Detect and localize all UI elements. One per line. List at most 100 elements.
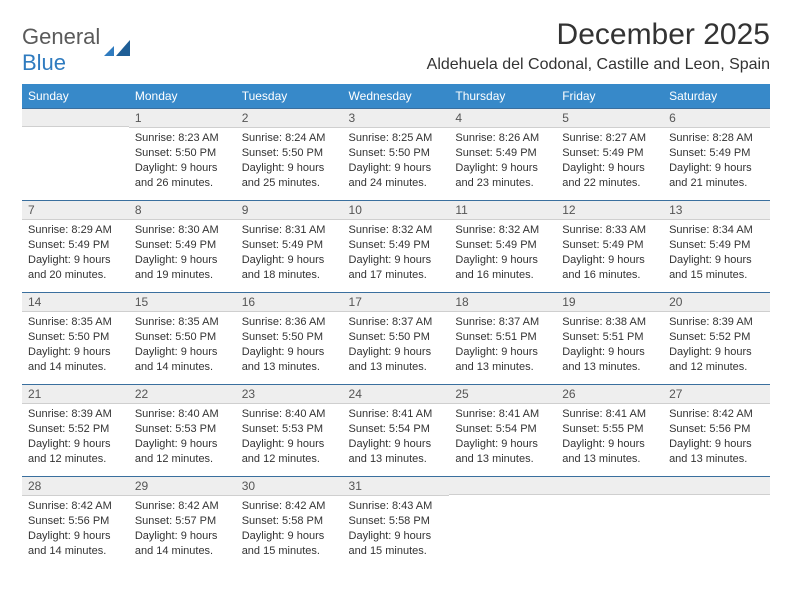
day-number: 4 <box>449 108 556 128</box>
calendar-week: 1Sunrise: 8:23 AMSunset: 5:50 PMDaylight… <box>22 108 770 200</box>
day-header: Friday <box>556 84 663 108</box>
day-details: Sunrise: 8:37 AMSunset: 5:51 PMDaylight:… <box>449 312 556 380</box>
logo-text: General Blue <box>22 24 100 76</box>
day-details: Sunrise: 8:42 AMSunset: 5:56 PMDaylight:… <box>663 404 770 472</box>
calendar-cell <box>449 476 556 568</box>
day-number: 9 <box>236 200 343 220</box>
day-details: Sunrise: 8:28 AMSunset: 5:49 PMDaylight:… <box>663 128 770 196</box>
day-number: 28 <box>22 476 129 496</box>
calendar-cell <box>663 476 770 568</box>
empty-day-bar <box>556 476 663 495</box>
day-number: 19 <box>556 292 663 312</box>
day-header: Sunday <box>22 84 129 108</box>
day-details: Sunrise: 8:40 AMSunset: 5:53 PMDaylight:… <box>236 404 343 472</box>
day-details: Sunrise: 8:41 AMSunset: 5:55 PMDaylight:… <box>556 404 663 472</box>
day-details: Sunrise: 8:34 AMSunset: 5:49 PMDaylight:… <box>663 220 770 288</box>
day-number: 20 <box>663 292 770 312</box>
day-details: Sunrise: 8:24 AMSunset: 5:50 PMDaylight:… <box>236 128 343 196</box>
calendar-cell: 19Sunrise: 8:38 AMSunset: 5:51 PMDayligh… <box>556 292 663 384</box>
day-details: Sunrise: 8:23 AMSunset: 5:50 PMDaylight:… <box>129 128 236 196</box>
day-details: Sunrise: 8:33 AMSunset: 5:49 PMDaylight:… <box>556 220 663 288</box>
day-details: Sunrise: 8:40 AMSunset: 5:53 PMDaylight:… <box>129 404 236 472</box>
calendar-cell: 25Sunrise: 8:41 AMSunset: 5:54 PMDayligh… <box>449 384 556 476</box>
day-number: 29 <box>129 476 236 496</box>
day-number: 15 <box>129 292 236 312</box>
day-number: 24 <box>343 384 450 404</box>
calendar-cell: 6Sunrise: 8:28 AMSunset: 5:49 PMDaylight… <box>663 108 770 200</box>
day-details: Sunrise: 8:39 AMSunset: 5:52 PMDaylight:… <box>663 312 770 380</box>
calendar-cell: 27Sunrise: 8:42 AMSunset: 5:56 PMDayligh… <box>663 384 770 476</box>
logo-triangles-icon <box>104 36 132 65</box>
day-details: Sunrise: 8:25 AMSunset: 5:50 PMDaylight:… <box>343 128 450 196</box>
day-number: 23 <box>236 384 343 404</box>
logo-word1: General <box>22 24 100 49</box>
calendar-cell: 16Sunrise: 8:36 AMSunset: 5:50 PMDayligh… <box>236 292 343 384</box>
day-details: Sunrise: 8:39 AMSunset: 5:52 PMDaylight:… <box>22 404 129 472</box>
day-details: Sunrise: 8:35 AMSunset: 5:50 PMDaylight:… <box>22 312 129 380</box>
logo-word2: Blue <box>22 50 66 75</box>
day-header: Wednesday <box>343 84 450 108</box>
day-number: 10 <box>343 200 450 220</box>
day-number: 31 <box>343 476 450 496</box>
calendar-cell: 17Sunrise: 8:37 AMSunset: 5:50 PMDayligh… <box>343 292 450 384</box>
calendar-cell: 21Sunrise: 8:39 AMSunset: 5:52 PMDayligh… <box>22 384 129 476</box>
calendar-cell: 12Sunrise: 8:33 AMSunset: 5:49 PMDayligh… <box>556 200 663 292</box>
calendar-week: 14Sunrise: 8:35 AMSunset: 5:50 PMDayligh… <box>22 292 770 384</box>
day-number: 22 <box>129 384 236 404</box>
day-number: 6 <box>663 108 770 128</box>
day-number: 18 <box>449 292 556 312</box>
location: Aldehuela del Codonal, Castille and Leon… <box>427 56 770 74</box>
day-number: 16 <box>236 292 343 312</box>
day-details: Sunrise: 8:30 AMSunset: 5:49 PMDaylight:… <box>129 220 236 288</box>
day-number: 5 <box>556 108 663 128</box>
calendar-week: 28Sunrise: 8:42 AMSunset: 5:56 PMDayligh… <box>22 476 770 568</box>
calendar-body: 1Sunrise: 8:23 AMSunset: 5:50 PMDaylight… <box>22 108 770 568</box>
day-header: Saturday <box>663 84 770 108</box>
day-number: 8 <box>129 200 236 220</box>
calendar-cell: 4Sunrise: 8:26 AMSunset: 5:49 PMDaylight… <box>449 108 556 200</box>
day-details: Sunrise: 8:42 AMSunset: 5:56 PMDaylight:… <box>22 496 129 564</box>
title-block: December 2025 Aldehuela del Codonal, Cas… <box>427 18 770 80</box>
day-details: Sunrise: 8:31 AMSunset: 5:49 PMDaylight:… <box>236 220 343 288</box>
day-details: Sunrise: 8:29 AMSunset: 5:49 PMDaylight:… <box>22 220 129 288</box>
calendar-cell: 30Sunrise: 8:42 AMSunset: 5:58 PMDayligh… <box>236 476 343 568</box>
day-number: 17 <box>343 292 450 312</box>
calendar-cell: 13Sunrise: 8:34 AMSunset: 5:49 PMDayligh… <box>663 200 770 292</box>
day-number: 11 <box>449 200 556 220</box>
calendar-cell: 24Sunrise: 8:41 AMSunset: 5:54 PMDayligh… <box>343 384 450 476</box>
calendar-cell: 26Sunrise: 8:41 AMSunset: 5:55 PMDayligh… <box>556 384 663 476</box>
day-number: 12 <box>556 200 663 220</box>
calendar-cell: 7Sunrise: 8:29 AMSunset: 5:49 PMDaylight… <box>22 200 129 292</box>
day-details: Sunrise: 8:38 AMSunset: 5:51 PMDaylight:… <box>556 312 663 380</box>
empty-day-bar <box>449 476 556 495</box>
calendar-header-row: SundayMondayTuesdayWednesdayThursdayFrid… <box>22 84 770 108</box>
empty-day-bar <box>663 476 770 495</box>
calendar-cell: 3Sunrise: 8:25 AMSunset: 5:50 PMDaylight… <box>343 108 450 200</box>
day-header: Thursday <box>449 84 556 108</box>
day-number: 30 <box>236 476 343 496</box>
calendar-cell: 18Sunrise: 8:37 AMSunset: 5:51 PMDayligh… <box>449 292 556 384</box>
calendar-cell: 29Sunrise: 8:42 AMSunset: 5:57 PMDayligh… <box>129 476 236 568</box>
header: General Blue December 2025 Aldehuela del… <box>22 18 770 80</box>
calendar-cell: 14Sunrise: 8:35 AMSunset: 5:50 PMDayligh… <box>22 292 129 384</box>
day-number: 27 <box>663 384 770 404</box>
day-details: Sunrise: 8:42 AMSunset: 5:58 PMDaylight:… <box>236 496 343 564</box>
empty-day-bar <box>22 108 129 127</box>
calendar-cell: 5Sunrise: 8:27 AMSunset: 5:49 PMDaylight… <box>556 108 663 200</box>
day-details: Sunrise: 8:43 AMSunset: 5:58 PMDaylight:… <box>343 496 450 564</box>
calendar-cell: 31Sunrise: 8:43 AMSunset: 5:58 PMDayligh… <box>343 476 450 568</box>
calendar-cell: 28Sunrise: 8:42 AMSunset: 5:56 PMDayligh… <box>22 476 129 568</box>
calendar-cell: 23Sunrise: 8:40 AMSunset: 5:53 PMDayligh… <box>236 384 343 476</box>
day-number: 26 <box>556 384 663 404</box>
day-details: Sunrise: 8:26 AMSunset: 5:49 PMDaylight:… <box>449 128 556 196</box>
calendar-week: 21Sunrise: 8:39 AMSunset: 5:52 PMDayligh… <box>22 384 770 476</box>
calendar-cell <box>22 108 129 200</box>
calendar-cell: 20Sunrise: 8:39 AMSunset: 5:52 PMDayligh… <box>663 292 770 384</box>
day-number: 13 <box>663 200 770 220</box>
day-number: 25 <box>449 384 556 404</box>
calendar-cell: 2Sunrise: 8:24 AMSunset: 5:50 PMDaylight… <box>236 108 343 200</box>
day-details: Sunrise: 8:35 AMSunset: 5:50 PMDaylight:… <box>129 312 236 380</box>
brand-logo: General Blue <box>22 24 132 76</box>
calendar-week: 7Sunrise: 8:29 AMSunset: 5:49 PMDaylight… <box>22 200 770 292</box>
day-number: 14 <box>22 292 129 312</box>
